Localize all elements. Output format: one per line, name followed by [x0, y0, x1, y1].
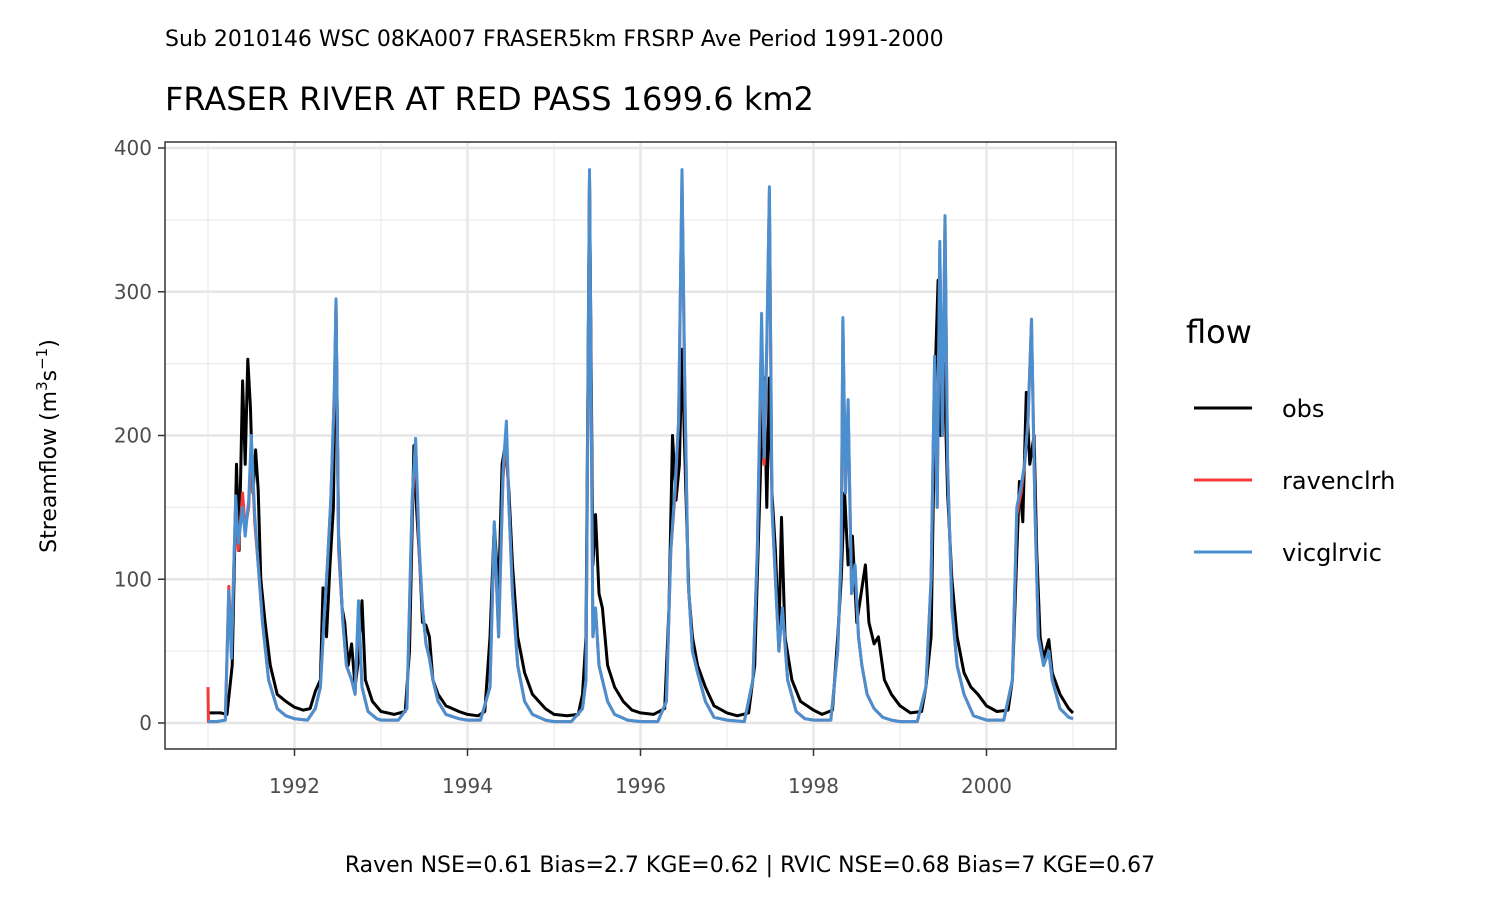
y-tick-label: 100 — [114, 567, 152, 591]
series-layer — [206, 168, 1075, 724]
chart-subtitle: Sub 2010146 WSC 08KA007 FRASER5km FRSRP … — [165, 27, 944, 52]
legend: obs ravenclrh vicglrvic — [1194, 395, 1395, 567]
x-tick-label: 1998 — [788, 774, 839, 798]
x-tick-label: 1996 — [615, 774, 666, 798]
y-tick-label: 0 — [139, 711, 152, 735]
y-axis-title-sup1: 3 — [33, 381, 51, 391]
y-axis-title: Streamflow (m3s−1) — [33, 339, 62, 553]
legend-label-obs: obs — [1282, 395, 1324, 423]
y-axis: 0 100 200 300 400 — [114, 136, 165, 735]
y-axis-title-main: Streamflow (m — [37, 391, 62, 553]
legend-label-vicglrvic: vicglrvic — [1282, 539, 1382, 567]
legend-label-ravenclrh: ravenclrh — [1282, 467, 1395, 495]
y-tick-label: 400 — [114, 136, 152, 160]
chart-title: FRASER RIVER AT RED PASS 1699.6 km2 — [165, 80, 814, 118]
x-axis: 1992 1994 1996 1998 2000 — [269, 749, 1012, 798]
series-line-vicglrvic — [208, 168, 1074, 724]
x-tick-label: 1994 — [442, 774, 493, 798]
y-axis-title-mid: s — [37, 370, 62, 381]
y-axis-title-end: ) — [37, 339, 62, 348]
legend-title: flow — [1186, 313, 1252, 351]
y-tick-label: 300 — [114, 280, 152, 304]
x-tick-label: 2000 — [961, 774, 1012, 798]
y-axis-title-sup2: −1 — [33, 348, 51, 370]
chart-caption: Raven NSE=0.61 Bias=2.7 KGE=0.62 | RVIC … — [345, 853, 1155, 878]
x-tick-label: 1992 — [269, 774, 320, 798]
y-tick-label: 200 — [114, 424, 152, 448]
